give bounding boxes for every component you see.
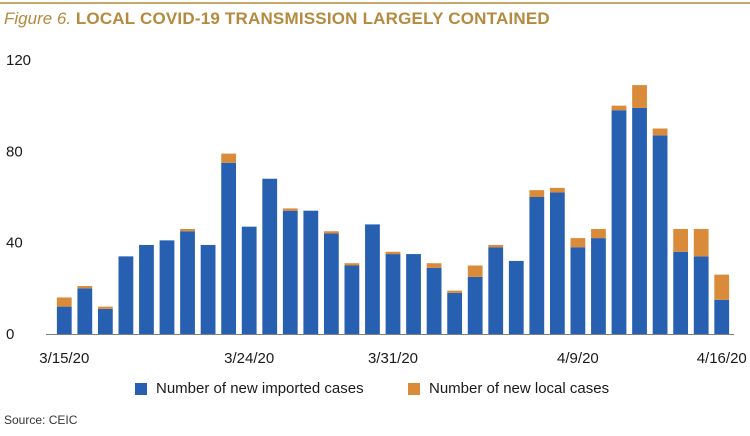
bar-imported: [673, 251, 689, 334]
y-tick-label: 40: [6, 235, 23, 252]
bar-imported: [570, 247, 586, 334]
legend-label-imported: Number of new imported cases: [156, 380, 364, 397]
bar-imported: [344, 265, 360, 334]
legend: Number of new imported cases Number of n…: [0, 380, 750, 400]
bar-local: [591, 228, 606, 239]
bar-local: [56, 297, 72, 307]
bar-imported: [365, 224, 380, 334]
bar-imported: [611, 110, 627, 334]
bar-imported: [139, 244, 154, 334]
figure-title: Figure 6. LOCAL COVID-19 TRANSMISSION LA…: [4, 9, 550, 29]
bar-imported: [632, 107, 647, 334]
bar-imported: [447, 292, 463, 334]
bar-imported: [529, 197, 545, 334]
figure-label: Figure 6.: [4, 9, 72, 28]
bar-local: [529, 190, 545, 197]
bar-imported: [282, 210, 298, 334]
legend-item-imported: Number of new imported cases: [135, 380, 364, 397]
bar-imported: [693, 256, 709, 334]
bar-imported: [200, 244, 216, 334]
bar-imported: [652, 135, 668, 334]
y-tick-label: 120: [6, 52, 31, 69]
x-tick-label: 3/15/20: [39, 350, 89, 367]
bar-imported: [508, 260, 524, 334]
bar-local: [673, 228, 689, 252]
bar-imported: [549, 192, 565, 334]
bar-local: [97, 306, 113, 309]
bar-imported: [406, 254, 421, 334]
bar-local: [385, 251, 401, 255]
bar-local: [652, 128, 668, 136]
bar-imported: [303, 210, 319, 334]
bar-local: [488, 244, 504, 248]
bar-local: [344, 263, 360, 266]
bar-imported: [426, 267, 442, 334]
legend-item-local: Number of new local cases: [408, 380, 609, 397]
bar-local: [447, 290, 463, 293]
bar-local: [693, 228, 709, 257]
source-note: Source: CEIC: [4, 413, 78, 427]
y-tick-label: 80: [6, 143, 23, 160]
legend-swatch-local: [408, 382, 420, 395]
bar-imported: [323, 233, 339, 334]
bar-local: [180, 228, 195, 232]
title-rule: [0, 2, 750, 4]
bar-local: [549, 187, 565, 193]
bar-local: [323, 231, 339, 234]
bar-imported: [221, 162, 237, 334]
legend-label-local: Number of new local cases: [429, 380, 610, 397]
x-tick-label: 3/24/20: [224, 350, 274, 367]
bar-imported: [241, 226, 257, 334]
bar-local: [714, 274, 730, 300]
bar-imported: [77, 288, 93, 334]
bar-local: [221, 153, 237, 163]
bar-local: [282, 208, 298, 211]
bar-imported: [262, 178, 278, 334]
x-tick-label: 4/9/20: [557, 350, 599, 367]
bar-imported: [488, 247, 504, 334]
bar-local: [611, 105, 627, 111]
bar-imported: [118, 256, 134, 334]
y-tick-label: 0: [6, 326, 14, 343]
bar-local: [570, 238, 586, 248]
bar-local: [77, 286, 93, 289]
bar-local: [467, 265, 483, 277]
bar-local: [426, 263, 442, 268]
bar-imported: [467, 276, 483, 334]
bar-imported: [714, 299, 730, 334]
figure-heading: LOCAL COVID-19 TRANSMISSION LARGELY CONT…: [75, 9, 550, 28]
x-tick-label: 4/16/20: [697, 350, 747, 367]
x-tick-label: 3/31/20: [368, 350, 418, 367]
bar-local: [632, 85, 647, 108]
legend-swatch-imported: [135, 382, 147, 395]
bar-imported: [97, 308, 113, 334]
bar-imported: [180, 231, 195, 334]
bar-imported: [385, 254, 401, 334]
bar-imported: [56, 306, 72, 334]
bar-imported: [591, 238, 606, 334]
bar-imported: [159, 240, 175, 334]
